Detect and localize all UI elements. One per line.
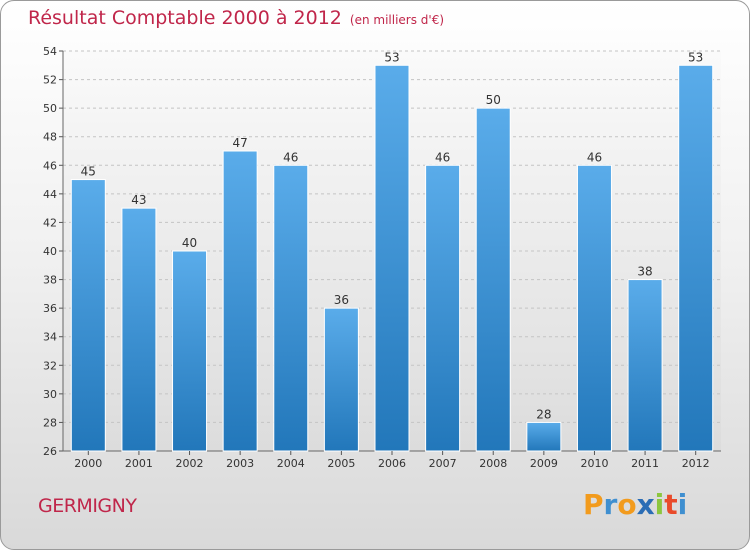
logo-letter: r <box>603 488 618 521</box>
bar <box>526 421 562 452</box>
logo-letter: t <box>664 488 678 521</box>
bar-value-label: 45 <box>81 165 96 179</box>
bar-value-label: 53 <box>688 50 703 64</box>
x-tick-label: 2008 <box>479 457 507 470</box>
bar <box>576 164 612 452</box>
bar-value-label: 53 <box>384 50 399 64</box>
y-tick-label: 52 <box>43 74 57 87</box>
chart-title: Résultat Comptable 2000 à 2012 (en millie… <box>28 7 444 29</box>
title-text: Résultat Comptable 2000 à 2012 <box>28 7 342 29</box>
x-tick-label: 2003 <box>226 457 254 470</box>
x-tick-label: 2000 <box>74 457 102 470</box>
y-tick-label: 34 <box>43 331 57 344</box>
bar <box>70 179 106 452</box>
y-tick-label: 44 <box>43 188 57 201</box>
title-unit: (en milliers d'€) <box>349 13 445 27</box>
bar-value-label: 50 <box>486 93 501 107</box>
commune-name: GERMIGNY <box>38 495 137 517</box>
x-tick-label: 2004 <box>277 457 305 470</box>
logo-letter: o <box>617 488 637 521</box>
y-tick-label: 26 <box>43 445 57 458</box>
y-tick-label: 46 <box>43 159 57 172</box>
bar-value-label: 28 <box>536 407 551 421</box>
y-tick-label: 32 <box>43 359 57 372</box>
bar <box>172 250 208 452</box>
bar-value-label: 46 <box>587 150 602 164</box>
bar <box>222 150 258 452</box>
bar <box>273 164 309 452</box>
logo-letter: x <box>636 488 655 521</box>
bar <box>323 307 359 452</box>
y-tick-label: 54 <box>43 45 57 58</box>
bar-value-label: 40 <box>182 236 197 250</box>
y-tick-label: 50 <box>43 102 57 115</box>
proxiti-logo: Proxiti <box>583 488 687 521</box>
x-tick-label: 2012 <box>682 457 710 470</box>
bar <box>425 164 461 452</box>
logo-letter: P <box>583 488 604 521</box>
x-tick-label: 2005 <box>327 457 355 470</box>
bar <box>678 64 714 452</box>
x-tick-label: 2009 <box>530 457 558 470</box>
bar-value-label: 46 <box>435 150 450 164</box>
x-tick-label: 2010 <box>580 457 608 470</box>
y-tick-label: 40 <box>43 245 57 258</box>
x-tick-label: 2006 <box>378 457 406 470</box>
bar-value-label: 47 <box>233 136 248 150</box>
bar <box>121 207 157 452</box>
bar-value-label: 43 <box>131 193 146 207</box>
logo-letter: i <box>654 488 665 521</box>
y-tick-label: 30 <box>43 388 57 401</box>
bar-value-label: 38 <box>637 265 652 279</box>
bar <box>627 279 663 452</box>
bar-value-label: 46 <box>283 150 298 164</box>
y-tick-label: 36 <box>43 302 57 315</box>
bar <box>475 107 511 452</box>
y-tick-label: 42 <box>43 216 57 229</box>
x-tick-label: 2002 <box>176 457 204 470</box>
y-tick-label: 28 <box>43 416 57 429</box>
bar-value-label: 36 <box>334 293 349 307</box>
y-tick-label: 38 <box>43 274 57 287</box>
x-tick-label: 2001 <box>125 457 153 470</box>
x-tick-label: 2011 <box>631 457 659 470</box>
y-tick-label: 48 <box>43 131 57 144</box>
x-tick-label: 2007 <box>429 457 457 470</box>
bar <box>374 64 410 452</box>
logo-letter: i <box>677 488 688 521</box>
